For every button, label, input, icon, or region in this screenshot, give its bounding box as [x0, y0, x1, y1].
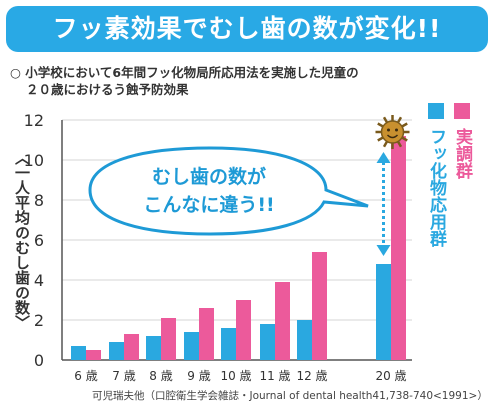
bar-control: [391, 136, 406, 360]
bar-control: [161, 318, 176, 360]
y-axis-label: 〈一人平均のむし歯の数〉: [13, 150, 31, 330]
x-tick-label: 10 歳: [220, 369, 251, 383]
x-tick-label: 11 歳: [259, 369, 290, 383]
y-tick-label: 4: [34, 271, 44, 290]
sun-eye: [387, 128, 390, 132]
x-tick-label: 8 歳: [149, 369, 172, 383]
sun-ray: [377, 122, 384, 128]
bar-control: [312, 252, 327, 360]
sun-ray: [401, 122, 408, 128]
subtitle-line-2: ２０歳におけるう蝕予防効果: [26, 82, 189, 97]
bar-control: [124, 334, 139, 360]
sun-eye: [395, 128, 398, 132]
citation: 可児瑞夫他（口腔衛生学会雑誌・Journal of dental health4…: [92, 390, 488, 402]
legend-swatch-fluoride: [428, 103, 444, 119]
bar-fluoride: [297, 320, 312, 360]
callout-line-1: むし歯の数が: [152, 165, 266, 188]
x-tick-label: 9 歳: [187, 369, 210, 383]
y-tick-label: 10: [24, 151, 44, 170]
bar-fluoride: [146, 336, 161, 360]
y-tick-label: 2: [34, 311, 44, 330]
callout-bubble: [88, 146, 369, 236]
legend-label-control: 実調群: [452, 127, 473, 180]
y-tick-label: 0: [34, 351, 44, 370]
bar-control: [275, 282, 290, 360]
callout-line-2: こんなに違う!!: [143, 193, 274, 216]
y-tick-label: 8: [34, 191, 44, 210]
sun-ray: [396, 140, 403, 148]
banner-title: フッ素効果でむし歯の数が変化!!: [52, 14, 442, 43]
bar-fluoride: [260, 324, 275, 360]
bar-control: [86, 350, 101, 360]
bar-fluoride: [71, 346, 86, 360]
bar-fluoride: [221, 328, 236, 360]
sun-ray: [396, 116, 403, 124]
arrow-head-up: [376, 152, 391, 163]
legend-label-fluoride: フッ化物応用群: [426, 128, 447, 248]
bar-fluoride: [109, 342, 124, 360]
title-banner: フッ素効果でむし歯の数が変化!!: [6, 6, 488, 52]
legend-swatch-control: [454, 103, 470, 119]
sun-smile: [386, 134, 399, 139]
sun-ray: [382, 140, 389, 148]
y-tick-label: 12: [24, 111, 44, 130]
bar-fluoride: [376, 264, 391, 360]
x-tick-label: 6 歳: [74, 369, 97, 383]
bar-fluoride: [184, 332, 199, 360]
sun-ray: [401, 136, 408, 142]
sun-ray: [377, 136, 384, 142]
subtitle-line-1: ○ 小学校において6年間フッ化物局所応用法を実施した児童の: [10, 65, 359, 80]
subtitle: ○ 小学校において6年間フッ化物局所応用法を実施した児童の ２０歳におけるう蝕予…: [10, 64, 450, 98]
y-tick-label: 6: [34, 231, 44, 250]
x-tick-label: 20 歳: [375, 369, 406, 383]
x-tick-label: 12 歳: [296, 369, 327, 383]
sun-ray: [382, 116, 389, 124]
bar-control: [236, 300, 251, 360]
x-tick-label: 7 歳: [112, 369, 135, 383]
bar-control: [199, 308, 214, 360]
smiley-sun-icon: [380, 120, 405, 144]
arrow-head-down: [376, 245, 391, 256]
